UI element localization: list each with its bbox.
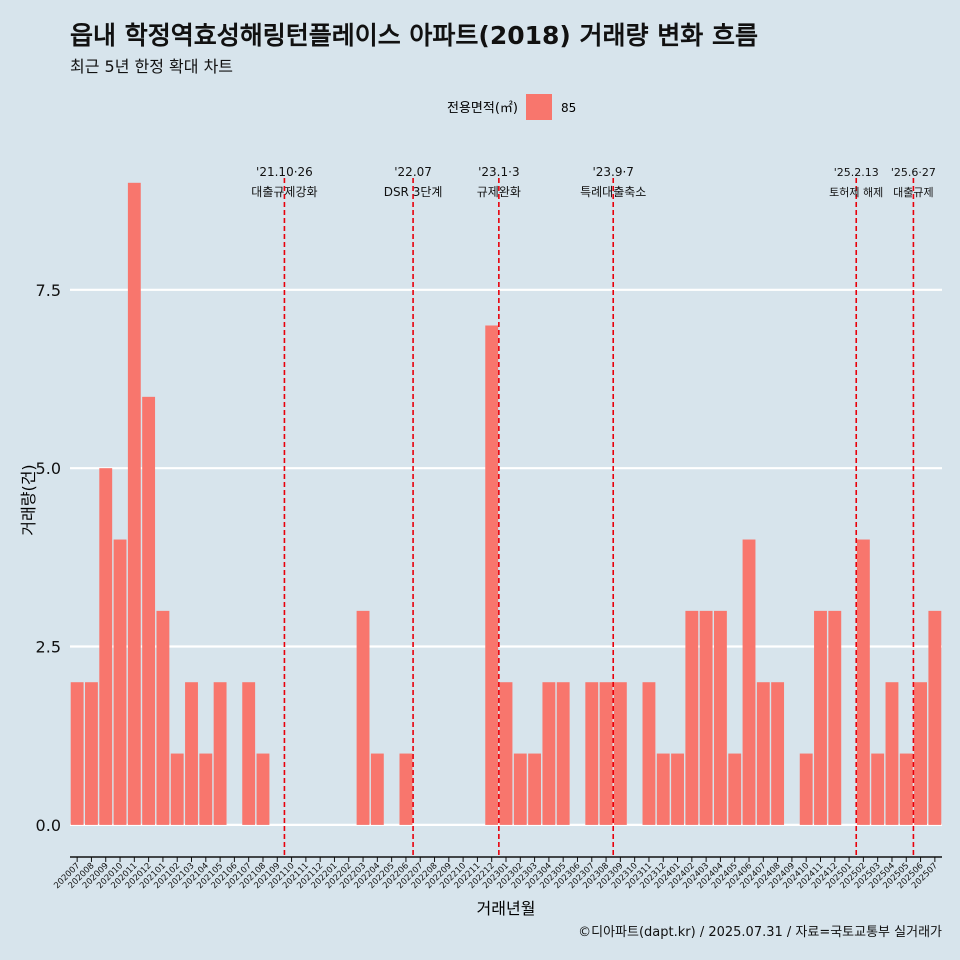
bar-202301 xyxy=(499,682,513,825)
legend: 전용면적(㎡) 85 xyxy=(447,94,576,120)
bar-202212 xyxy=(485,325,499,825)
event-date: '23.1·3 xyxy=(478,165,519,179)
annotations: '21.10·26 대출규제강화 '22.07 DSR 3단계 '23.1·3 규제완화 '… xyxy=(251,165,936,857)
bars xyxy=(70,182,942,825)
y-tick-label: 7.5 xyxy=(36,281,61,300)
bar-202203 xyxy=(356,610,370,825)
bar-202404 xyxy=(713,610,727,825)
bar-202405 xyxy=(728,753,742,825)
event-date: '25.6·27 xyxy=(891,166,936,179)
bar-202107 xyxy=(242,682,256,825)
chart-title: 읍내 학정역효성해링턴플레이스 아파트(2018) 거래량 변화 흐름 xyxy=(70,21,758,50)
legend-label: 85 xyxy=(561,101,576,115)
event-label: 대출규제 xyxy=(893,186,933,199)
y-axis-label: 거래량(건) xyxy=(19,464,38,535)
bar-202408 xyxy=(771,682,785,825)
bar-202009 xyxy=(99,468,113,825)
bar-202412 xyxy=(828,610,842,825)
bar-202410 xyxy=(799,753,813,825)
event-label: 규제완화 xyxy=(477,185,521,199)
bar-202507 xyxy=(928,610,942,825)
bar-202108 xyxy=(256,753,270,825)
bar-202407 xyxy=(756,682,770,825)
bar-202504 xyxy=(885,682,899,825)
bar-202204 xyxy=(370,753,384,825)
event-label: 토허제 해제 xyxy=(829,185,883,199)
x-axis: 2020072020082020092020102020112020122021… xyxy=(52,856,942,891)
bar-202007 xyxy=(70,682,84,825)
bar-202312 xyxy=(656,753,670,825)
event-label: DSR 3단계 xyxy=(384,185,443,199)
bar-202502 xyxy=(856,539,870,825)
bar-202503 xyxy=(871,753,885,825)
y-tick-label: 5.0 xyxy=(36,459,61,478)
event-date: '22.07 xyxy=(394,165,432,179)
bar-202302 xyxy=(513,753,527,825)
event-date: '21.10·26 xyxy=(256,165,313,179)
bar-202102 xyxy=(170,753,184,825)
event-label: 대출규제강화 xyxy=(251,185,317,199)
event-date: '23.9·7 xyxy=(592,165,633,179)
bar-202406 xyxy=(742,539,756,825)
legend-swatch xyxy=(526,94,552,120)
bar-202104 xyxy=(199,753,213,825)
bar-202011 xyxy=(127,182,141,825)
bar-202307 xyxy=(585,682,599,825)
event-date: '25.2.13 xyxy=(834,166,879,179)
bar-202411 xyxy=(814,610,827,825)
bar-202506 xyxy=(914,682,927,825)
bar-202010 xyxy=(113,539,127,825)
chart-subtitle: 최근 5년 한정 확대 차트 xyxy=(70,57,234,76)
bar-202403 xyxy=(699,610,713,825)
bar-202401 xyxy=(671,753,684,825)
bar-202206 xyxy=(399,753,413,825)
bar-202505 xyxy=(899,753,913,825)
bar-202103 xyxy=(185,682,198,825)
bar-202303 xyxy=(528,753,542,825)
bar-202311 xyxy=(642,682,656,825)
bar-202402 xyxy=(685,610,699,825)
bar-202308 xyxy=(599,682,613,825)
chart-caption: ©디아파트(dapt.kr) / 2025.07.31 / 자료=국토교통부 실… xyxy=(578,925,942,940)
legend-title: 전용면적(㎡) xyxy=(447,101,518,116)
x-axis-label: 거래년월 xyxy=(477,899,536,918)
y-tick-label: 0.0 xyxy=(36,816,61,835)
bar-202304 xyxy=(542,682,556,825)
bar-202105 xyxy=(213,682,227,825)
bar-202008 xyxy=(85,682,98,825)
bar-202309 xyxy=(613,682,627,825)
y-tick-label: 2.5 xyxy=(36,638,61,657)
y-axis: 0.0 2.5 5.0 7.5 xyxy=(36,281,61,835)
event-label: 특례대출축소 xyxy=(580,185,646,199)
bar-202305 xyxy=(556,682,570,825)
bar-202101 xyxy=(156,610,170,825)
bar-202012 xyxy=(142,396,156,825)
